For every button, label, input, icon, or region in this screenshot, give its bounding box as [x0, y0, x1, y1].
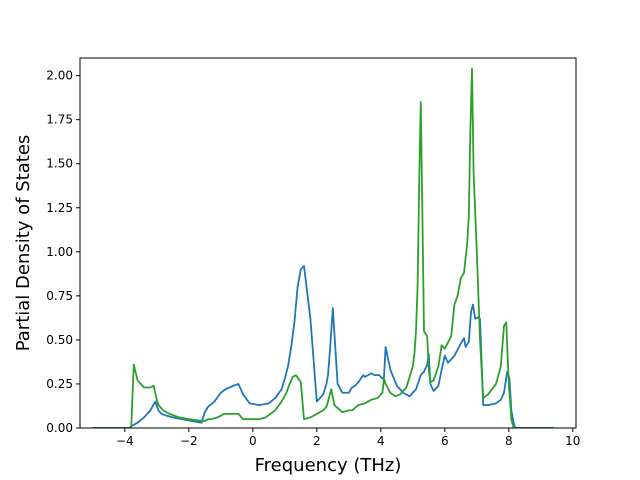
- x-tick-label: 10: [565, 434, 580, 448]
- y-tick-label: 1.00: [46, 245, 73, 259]
- y-tick-label: 1.50: [46, 157, 73, 171]
- x-tick-label: −2: [180, 434, 198, 448]
- y-tick-label: 0.25: [46, 377, 73, 391]
- x-tick-label: 8: [505, 434, 513, 448]
- x-tick-label: 4: [377, 434, 385, 448]
- x-tick-label: −4: [116, 434, 134, 448]
- y-tick-label: 0.50: [46, 333, 73, 347]
- x-axis-label: Frequency (THz): [255, 455, 402, 476]
- y-tick-label: 2.00: [46, 69, 73, 83]
- y-tick-label: 1.75: [46, 113, 73, 127]
- y-axis-ticks: 0.00 0.25 0.50 0.75 1.00 1.25 1.50 1.75 2.00: [46, 69, 80, 435]
- x-tick-label: 2: [313, 434, 321, 448]
- y-tick-label: 1.25: [46, 201, 73, 215]
- series-layer: [92, 67, 554, 428]
- series-line-1: [92, 264, 554, 428]
- y-axis-label: Partial Density of States: [13, 135, 34, 352]
- x-axis-ticks: −4 −2 0 2 4 6 8 10: [116, 428, 580, 448]
- series-line-2: [92, 67, 554, 428]
- x-tick-label: 0: [249, 434, 257, 448]
- x-tick-label: 6: [441, 434, 449, 448]
- plot-frame: [79, 57, 577, 429]
- y-tick-label: 0.00: [46, 421, 73, 435]
- y-tick-label: 0.75: [46, 289, 73, 303]
